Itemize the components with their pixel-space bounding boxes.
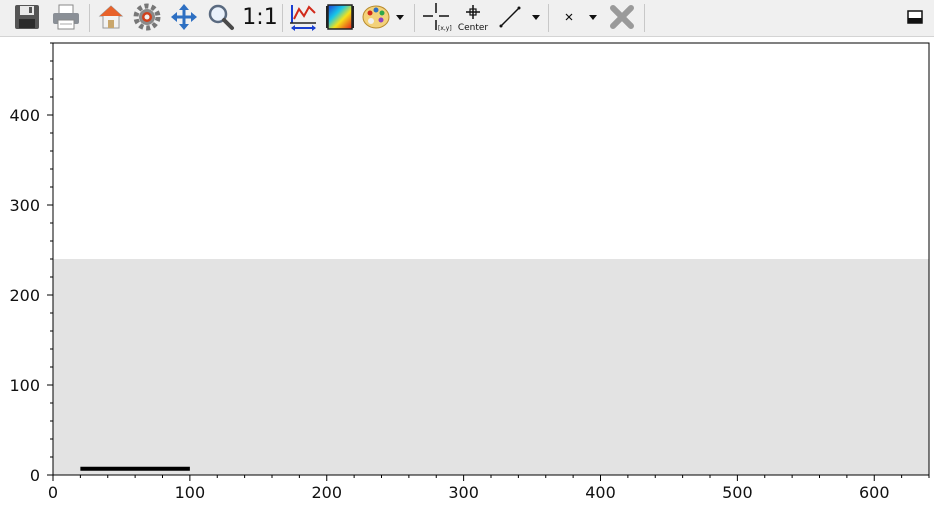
palette-icon — [362, 5, 390, 29]
save-icon — [15, 5, 39, 29]
marker-dropdown[interactable] — [556, 2, 604, 32]
x-tick-label: 0 — [48, 483, 58, 502]
home-button[interactable] — [95, 2, 127, 32]
marker-icon — [565, 13, 573, 21]
print-icon — [53, 4, 79, 30]
chevron-down-icon — [589, 15, 597, 20]
x-tick-label: 300 — [448, 483, 479, 502]
plot-toolbar: 1:1 — [0, 0, 934, 37]
save-button[interactable] — [10, 2, 44, 32]
home-icon — [98, 5, 124, 29]
x-tick-label: 400 — [585, 483, 616, 502]
line-tool-icon — [499, 6, 521, 28]
curve-properties-icon — [290, 5, 316, 31]
y-tick-label: 200 — [9, 286, 40, 305]
pan-icon — [171, 4, 197, 30]
image-region — [53, 259, 929, 475]
image-plot[interactable]: 0 100 200 300 400 500 600 0 100 200 300 400 — [0, 37, 934, 506]
palette-dropdown[interactable] — [360, 2, 406, 32]
chevron-down-icon — [532, 15, 540, 20]
print-button[interactable] — [49, 2, 83, 32]
x-tick-label: 500 — [722, 483, 753, 502]
zoom-icon — [208, 4, 234, 30]
center-button[interactable]: Center — [456, 2, 490, 33]
zoom-ratio-label: 1:1 — [242, 4, 278, 30]
y-tick-label: 100 — [9, 376, 40, 395]
y-tick-label: 0 — [30, 466, 40, 485]
zoom-ratio-button[interactable]: 1:1 — [240, 2, 280, 32]
line-tool-dropdown[interactable] — [495, 2, 543, 32]
center-icon — [466, 5, 480, 19]
settings-button[interactable] — [131, 2, 163, 32]
curve-properties-button[interactable] — [287, 2, 319, 32]
x-tick-label: 200 — [311, 483, 342, 502]
dock-button[interactable] — [900, 2, 930, 32]
dock-icon — [907, 10, 923, 24]
y-tick-label: 400 — [9, 106, 40, 125]
center-label: Center — [457, 23, 489, 33]
zoom-button[interactable] — [205, 2, 237, 32]
crosshair-icon: [x,y] — [423, 3, 452, 32]
pan-button[interactable] — [168, 2, 200, 32]
crosshair-coord-label: [x,y] — [438, 25, 452, 32]
x-tick-label: 100 — [175, 483, 206, 502]
chevron-down-icon — [396, 15, 404, 20]
settings-icon — [133, 3, 161, 31]
clear-button[interactable] — [606, 2, 638, 32]
colormap-icon — [326, 4, 354, 30]
colormap-button[interactable] — [323, 2, 357, 32]
plot-area[interactable]: 0 100 200 300 400 500 600 0 100 200 300 400 — [0, 37, 934, 506]
x-tick-label: 600 — [859, 483, 890, 502]
clear-icon — [610, 5, 634, 29]
crosshair-button[interactable]: [x,y] — [420, 2, 454, 32]
y-tick-label: 300 — [9, 196, 40, 215]
